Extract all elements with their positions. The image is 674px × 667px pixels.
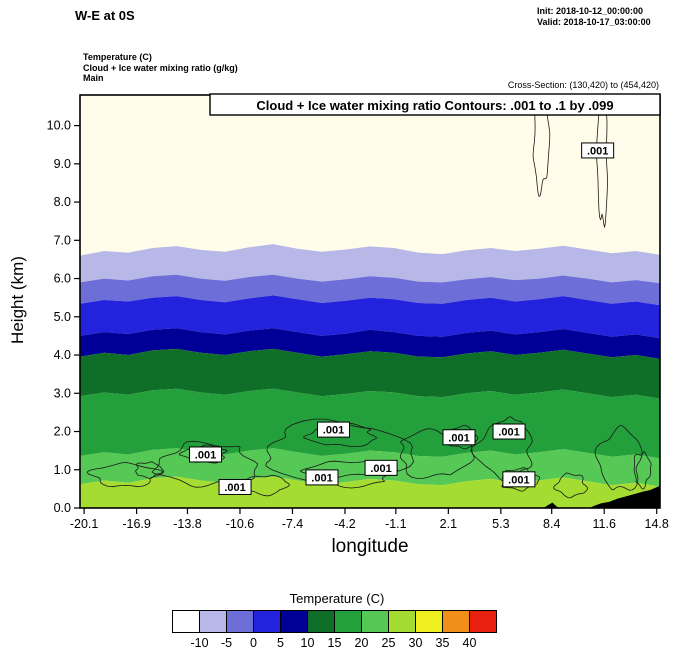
colorbar-label: 20	[354, 636, 369, 650]
y-tick-label: 0.0	[54, 501, 71, 515]
y-axis-label: Height (km)	[8, 256, 27, 344]
colorbar-label: 15	[327, 636, 342, 650]
contour-label-box	[189, 446, 223, 463]
colorbar-label: 25	[381, 636, 396, 650]
contour-label-box	[581, 142, 615, 159]
contour-label-box	[316, 421, 350, 438]
contour-label-text: .001	[311, 472, 332, 484]
contour-label-box	[502, 471, 536, 488]
contour-note-box	[209, 93, 661, 116]
contour-label-box	[492, 423, 526, 440]
x-axis-label: longitude	[331, 536, 409, 557]
x-tick-label: 2.1	[440, 517, 457, 531]
y-tick-label: 4.0	[54, 348, 71, 362]
x-tick-label: 14.8	[645, 517, 669, 531]
init-valid-times: Init: 2018-10-12_00:00:00 Valid: 2018-10…	[537, 6, 651, 28]
temperature-fill-bands	[80, 95, 660, 508]
colorbar-label: -5	[220, 636, 233, 650]
field-line-temperature: Temperature (C)	[83, 52, 152, 62]
x-tick-label: 5.3	[492, 517, 509, 531]
y-tick-label: 3.0	[54, 386, 71, 400]
page-title: W-E at 0S	[75, 8, 135, 23]
contour-label-text: .001	[195, 449, 216, 461]
colorbar-label: 40	[462, 636, 477, 650]
y-tick-label: 2.0	[54, 425, 71, 439]
colorbar-box	[280, 610, 308, 633]
field-line-main: Main	[83, 73, 104, 83]
colorbar-label: -10	[190, 636, 209, 650]
temp-band	[80, 328, 660, 359]
y-tick-label: 9.0	[54, 157, 71, 171]
y-tick-label: 5.0	[54, 310, 71, 324]
colorbar-label: 30	[408, 636, 423, 650]
temp-band	[80, 388, 660, 459]
cloud-contour-line	[553, 472, 589, 499]
temp-band	[80, 244, 660, 284]
colorbar-box	[253, 610, 281, 633]
contour-label-text: .001	[224, 482, 245, 494]
colorbar-box	[415, 610, 443, 633]
x-tick-label: -16.9	[122, 517, 151, 531]
x-tick-label: -7.4	[282, 517, 304, 531]
colorbar-box	[442, 610, 470, 633]
temp-band	[80, 295, 660, 339]
valid-time: Valid: 2018-10-17_03:00:00	[537, 17, 651, 27]
contour-label-text: .001	[448, 432, 469, 444]
contour-label-box	[305, 469, 339, 486]
temp-band	[80, 274, 660, 306]
cloud-contour-line	[86, 461, 164, 488]
colorbar-box	[469, 610, 497, 633]
contour-label-text: .001	[508, 474, 529, 486]
y-tick-label: 10.0	[47, 119, 71, 133]
colorbar-label: 35	[435, 636, 450, 650]
contour-label-box	[364, 459, 398, 476]
colorbar-box	[226, 610, 254, 633]
x-tick-label: -20.1	[70, 517, 99, 531]
field-line-cloud-mixing-ratio: Cloud + Ice water mixing ratio (g/kg)	[83, 62, 238, 73]
cross-section-plot: -20.1 -16.9 -13.8 -10.6 -7.4 -4.2 -1.1 2.1 5.3 8.…	[47, 93, 669, 531]
colorbar-box	[172, 610, 200, 633]
colorbar-box	[361, 610, 389, 633]
x-tick-label: 8.4	[543, 517, 560, 531]
x-tick-label: -4.2	[334, 517, 356, 531]
colorbar	[172, 610, 497, 633]
cloud-contour-line	[633, 451, 652, 490]
contour-label-text: .001	[498, 427, 519, 439]
colorbar-box	[199, 610, 227, 633]
colorbar-label: 10	[300, 636, 315, 650]
x-tick-label: 11.6	[593, 517, 616, 531]
contour-label-text: .001	[587, 145, 608, 157]
temp-band	[80, 348, 660, 399]
colorbar-box	[307, 610, 335, 633]
contour-label-box	[442, 429, 476, 446]
colorbar-label: 0	[250, 636, 257, 650]
colorbar-title: Temperature (C)	[289, 591, 385, 606]
contour-label-text: .001	[323, 425, 344, 437]
cross-section-note: Cross-Section: (130,420) to (454,420)	[507, 80, 659, 90]
y-tick-label: 1.0	[54, 463, 71, 477]
cloud-contour-line	[532, 95, 551, 197]
x-tick-label: -13.8	[173, 517, 202, 531]
contour-note-text: Cloud + Ice water mixing ratio Contours:…	[256, 98, 613, 113]
cloud-contour-line	[135, 461, 165, 479]
x-tick-label: -10.6	[226, 517, 255, 531]
x-tick-label: -1.1	[385, 517, 407, 531]
colorbar-tick-labels: -10 -5 0 5 10 15 20 25 30 35 40	[186, 636, 483, 650]
y-tick-label: 6.0	[54, 272, 71, 286]
cloud-contour-line	[594, 424, 643, 491]
cloud-contour-line	[303, 422, 378, 447]
y-tick-label: 8.0	[54, 195, 71, 209]
contour-label-text: .001	[370, 463, 391, 475]
y-tick-label: 7.0	[54, 233, 71, 247]
cloud-contour-line	[265, 418, 414, 483]
contour-label-box	[218, 478, 252, 495]
colorbar-box	[388, 610, 416, 633]
colorbar-label: 5	[277, 636, 284, 650]
temp-band	[80, 476, 660, 508]
field-list: Temperature (C) Cloud + Ice water mixing…	[83, 52, 238, 84]
init-time: Init: 2018-10-12_00:00:00	[537, 6, 644, 16]
colorbar-box	[334, 610, 362, 633]
terrain	[543, 485, 660, 508]
